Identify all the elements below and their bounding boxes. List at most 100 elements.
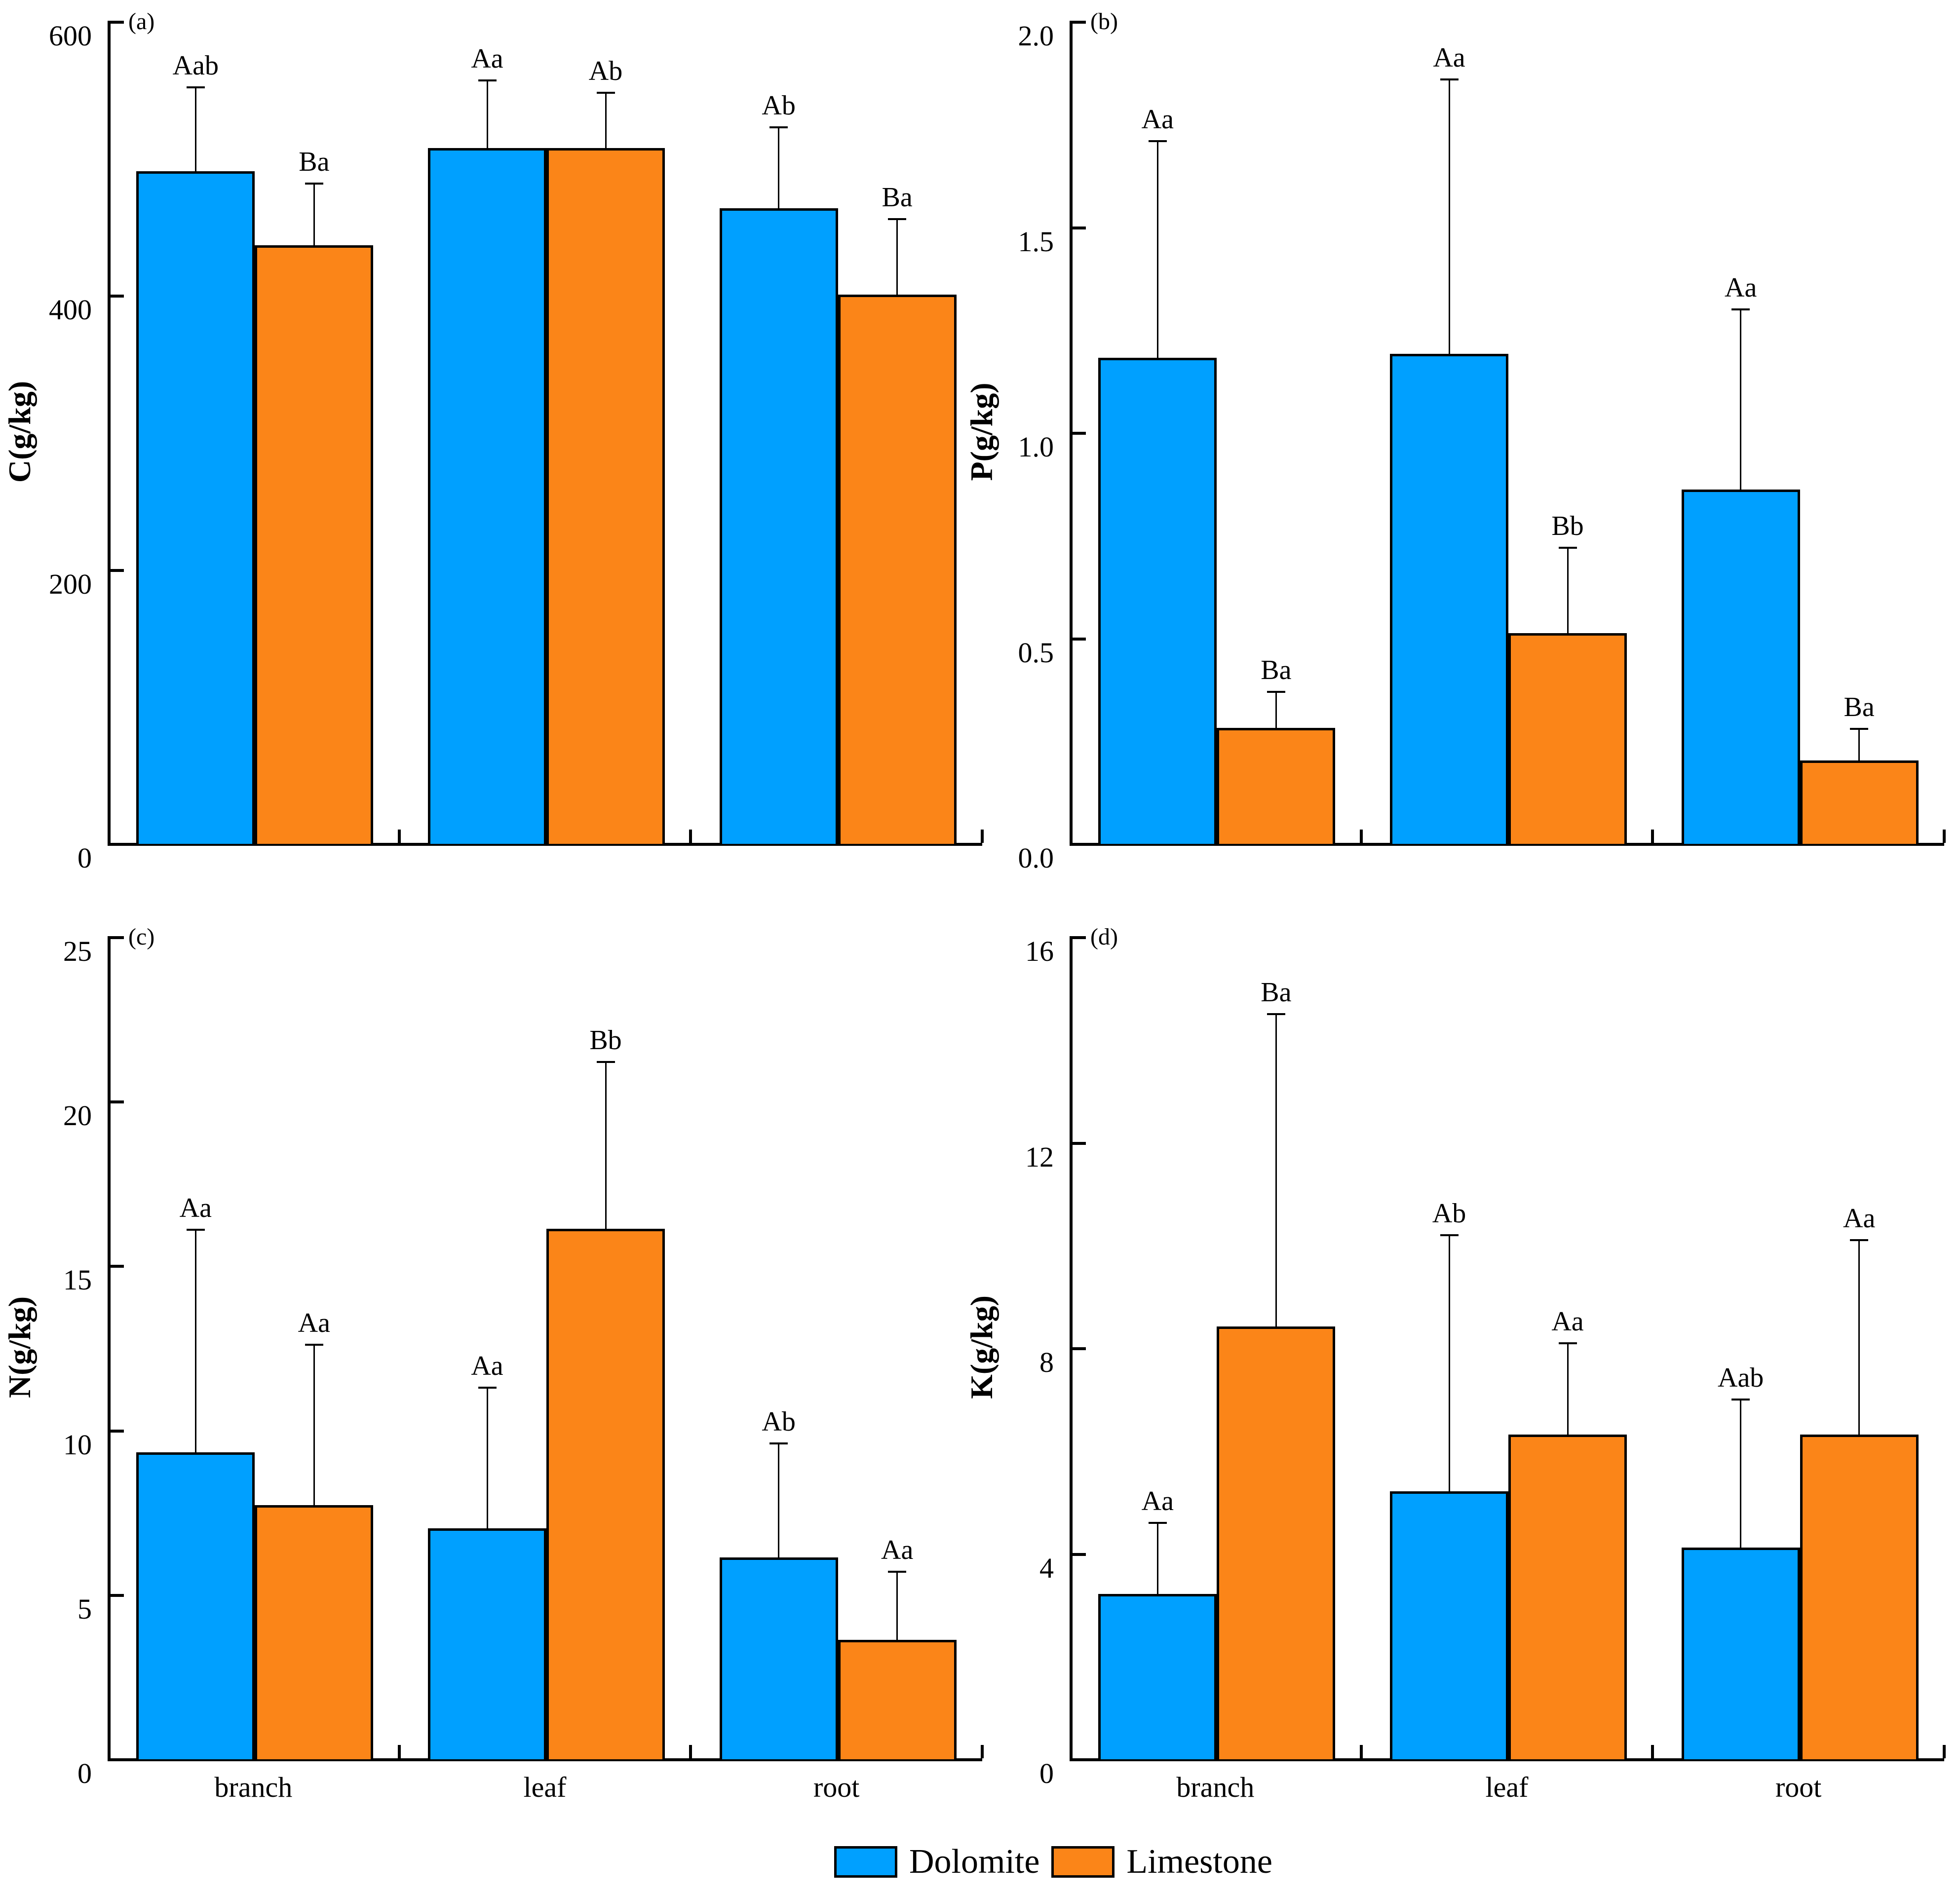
x-axis	[1070, 1758, 1944, 1761]
x-tick	[689, 830, 692, 843]
y-axis-title: C(g/kg)	[2, 380, 37, 483]
error-bar-cap	[596, 92, 615, 94]
x-category-label: root	[813, 1771, 860, 1803]
y-tick	[1073, 637, 1086, 641]
error-bar-cap	[1267, 1013, 1285, 1016]
legend-label-limestone: Limestone	[1126, 1843, 1272, 1881]
x-category-label: branch	[214, 1771, 293, 1803]
y-tick-label: 2.0	[1018, 20, 1054, 52]
bar-dolomite-leaf	[428, 148, 546, 844]
legend-swatch-dolomite	[834, 1846, 897, 1878]
error-bar-cap	[769, 1442, 788, 1445]
error-bar-line	[1567, 1342, 1569, 1435]
error-bar-line	[1448, 1234, 1450, 1491]
significance-label: Aa	[471, 43, 503, 75]
significance-label: Bb	[1551, 511, 1584, 542]
error-bar-line	[313, 182, 315, 246]
error-bar-line	[605, 1061, 607, 1229]
error-bar-cap	[1731, 1399, 1750, 1401]
x-tick	[1651, 830, 1654, 843]
significance-label: Aa	[881, 1535, 914, 1566]
y-tick-label: 0	[77, 842, 92, 874]
y-axis	[1070, 936, 1073, 1761]
bar-dolomite-branch	[136, 1452, 255, 1759]
bar-limestone-branch	[255, 245, 374, 844]
significance-label: Ba	[1844, 691, 1875, 722]
y-tick-label: 600	[49, 20, 92, 52]
y-tick-label: 20	[63, 1099, 92, 1132]
significance-label: Bb	[589, 1025, 622, 1056]
y-tick	[111, 1429, 124, 1433]
error-bar-line	[1275, 690, 1277, 728]
legend-label-dolomite: Dolomite	[909, 1843, 1040, 1881]
significance-label: Aab	[1718, 1363, 1764, 1394]
x-tick	[397, 830, 401, 843]
y-tick-label: 5	[77, 1592, 92, 1625]
error-bar-cap	[1148, 140, 1167, 142]
error-bar-cap	[186, 86, 205, 89]
y-tick	[111, 1265, 124, 1268]
bar-limestone-leaf	[546, 1229, 665, 1759]
bar-limestone-leaf	[1508, 1435, 1627, 1759]
error-bar-cap	[888, 218, 907, 220]
error-bar-line	[1740, 1399, 1742, 1548]
y-axis-title: N(g/kg)	[2, 1296, 37, 1399]
x-axis	[1070, 843, 1944, 846]
y-tick-label: 1.5	[1018, 225, 1054, 258]
bar-dolomite-branch	[136, 171, 255, 844]
significance-label: Ba	[1261, 977, 1292, 1008]
error-bar-cap	[478, 79, 497, 82]
error-bar-line	[1567, 547, 1569, 634]
error-bar-cap	[1558, 547, 1577, 549]
error-bar-line	[1448, 78, 1450, 354]
error-bar-line	[1275, 1013, 1277, 1327]
bar-limestone-root	[838, 1640, 957, 1759]
y-axis-title: P(g/kg)	[964, 382, 999, 481]
x-tick	[1651, 1745, 1654, 1758]
error-bar-line	[778, 126, 780, 209]
y-tick	[1073, 936, 1086, 939]
y-tick	[1073, 1347, 1086, 1350]
error-bar-cap	[1850, 727, 1869, 730]
panel-letter: (d)	[1090, 924, 1118, 950]
bar-dolomite-leaf	[1390, 1491, 1508, 1759]
error-bar-line	[1740, 308, 1742, 490]
y-tick-label: 15	[63, 1264, 92, 1296]
error-bar-line	[486, 79, 488, 149]
error-bar-cap	[1440, 1234, 1459, 1236]
error-bar-cap	[305, 1344, 323, 1346]
error-bar-cap	[305, 182, 323, 185]
bar-limestone-leaf	[546, 148, 665, 844]
panel-letter: (c)	[128, 924, 155, 950]
y-tick-label: 0	[1039, 1757, 1054, 1789]
bar-dolomite-root	[1681, 489, 1800, 844]
y-tick	[1073, 1141, 1086, 1145]
error-bar-line	[1156, 140, 1158, 358]
error-bar-cap	[1558, 1342, 1577, 1344]
panel-letter: (a)	[128, 8, 155, 35]
panel-letter: (b)	[1090, 8, 1118, 35]
significance-label: Aab	[172, 50, 219, 81]
y-axis	[108, 21, 111, 846]
error-bar-cap	[186, 1229, 205, 1231]
y-tick	[1073, 226, 1086, 229]
error-bar-cap	[769, 126, 788, 128]
y-tick	[1073, 432, 1086, 435]
significance-label: Aa	[1843, 1203, 1876, 1234]
y-tick-label: 0.5	[1018, 636, 1054, 669]
error-bar-line	[194, 1229, 196, 1453]
x-tick	[1943, 830, 1946, 843]
y-tick-label: 10	[63, 1428, 92, 1461]
y-tick	[111, 568, 124, 572]
y-axis	[1070, 21, 1073, 846]
x-axis	[108, 843, 982, 846]
y-tick-label: 400	[49, 294, 92, 326]
y-tick-label: 0	[77, 1757, 92, 1789]
bar-limestone-branch	[255, 1505, 374, 1759]
significance-label: Ba	[882, 182, 913, 213]
error-bar-line	[194, 86, 196, 172]
error-bar-line	[1858, 1239, 1860, 1435]
y-tick	[111, 21, 124, 24]
